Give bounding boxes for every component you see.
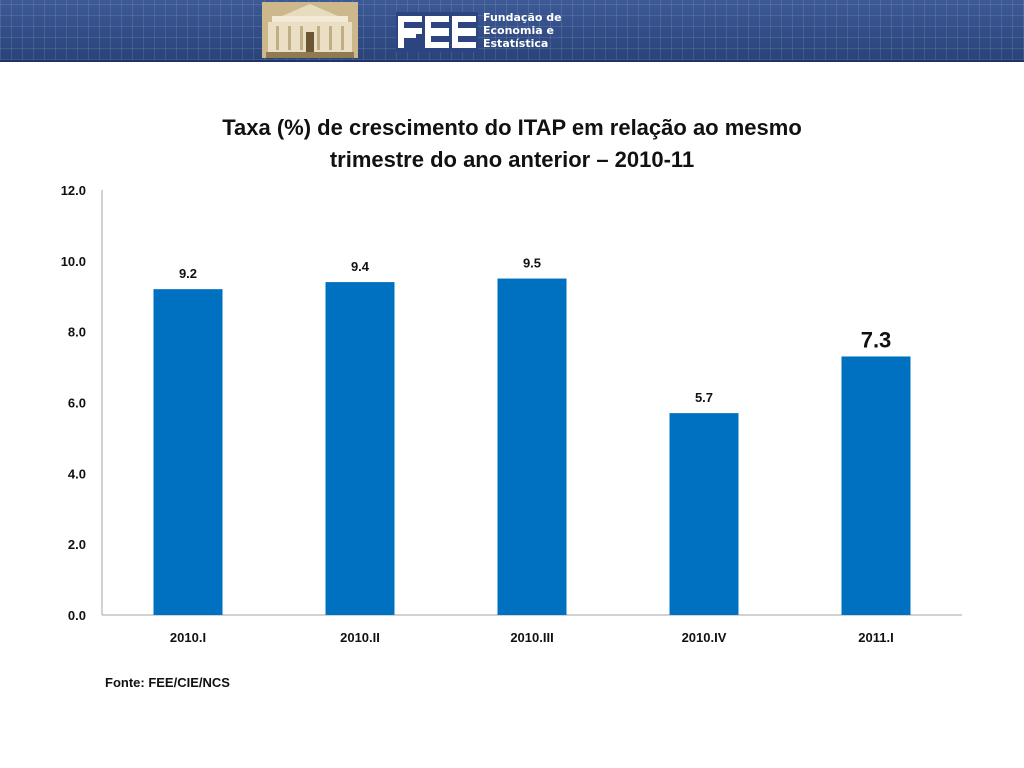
y-tick-label-0: 0.0 [68,608,86,623]
fee-logo-icon [396,12,478,52]
brand-line-3: Estatística [483,37,549,50]
data-label-2010.IV: 5.7 [695,390,713,405]
y-tick-label-3: 6.0 [68,396,86,411]
building-icon [262,2,358,58]
y-tick-label-6: 12.0 [61,183,86,198]
header-divider [0,60,1024,62]
bar-2010.II [325,282,395,615]
bar-2010.I [153,289,223,615]
chart-title-line-1: Taxa (%) de crescimento do ITAP em relaç… [222,115,802,140]
brand-line-1: Fundação de [483,11,562,24]
source-note: Fonte: FEE/CIE/NCS [105,675,230,690]
data-label-2010.III: 9.5 [523,256,541,271]
x-tick-label-2010.IV: 2010.IV [682,630,727,645]
bar-2010.III [497,278,567,615]
data-label-2010.II: 9.4 [351,259,370,274]
data-label-2010.I: 9.2 [179,266,197,281]
x-tick-label-2010.III: 2010.III [510,630,553,645]
brand-name: Fundação de Economia e Estatística [483,11,562,50]
chart-title: Taxa (%) de crescimento do ITAP em relaç… [112,112,912,176]
y-tick-label-5: 10.0 [61,254,86,269]
bar-2010.IV [669,413,739,615]
header-banner [0,0,1024,60]
x-tick-label-2010.II: 2010.II [340,630,380,645]
y-tick-label-1: 2.0 [68,537,86,552]
y-tick-label-4: 8.0 [68,325,86,340]
data-label-2011.I: 7.3 [861,327,892,352]
bar-2011.I [841,356,911,615]
x-tick-label-2011.I: 2011.I [858,630,893,645]
y-tick-label-2: 4.0 [68,466,86,481]
x-tick-label-2010.I: 2010.I [170,630,206,645]
brand-line-2: Economia e [483,24,554,37]
chart-title-line-2: trimestre do ano anterior – 2010-11 [329,147,695,172]
